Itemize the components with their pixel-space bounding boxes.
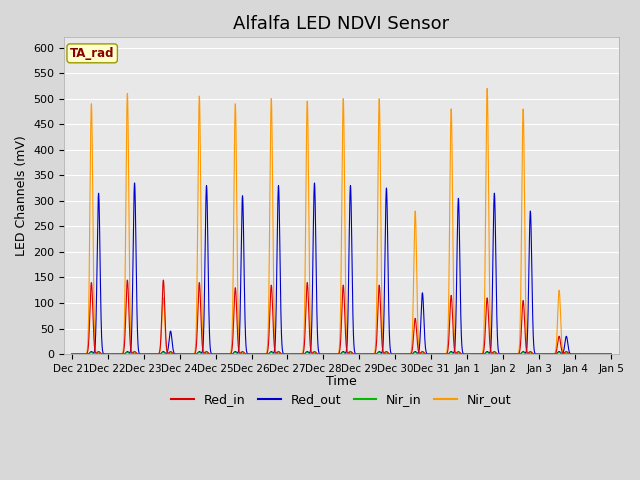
Red_out	[607, 351, 615, 357]
X-axis label: Time: Time	[326, 375, 357, 388]
Nir_in	[68, 351, 76, 357]
Nir_out	[607, 351, 615, 357]
Red_out	[95, 191, 102, 197]
Nir_out	[263, 348, 271, 354]
Red_out	[131, 180, 138, 186]
Red_in	[607, 351, 615, 357]
Nir_in	[263, 351, 271, 357]
Red_in	[159, 277, 167, 283]
Legend: Red_in, Red_out, Nir_in, Nir_out: Red_in, Red_out, Nir_in, Nir_out	[166, 388, 516, 411]
Line: Nir_in: Nir_in	[72, 353, 611, 354]
Nir_out	[497, 351, 504, 357]
Nir_out	[411, 225, 419, 231]
Nir_out	[387, 351, 395, 357]
Line: Red_in: Red_in	[72, 280, 611, 354]
Title: Alfalfa LED NDVI Sensor: Alfalfa LED NDVI Sensor	[234, 15, 449, 33]
Text: TA_rad: TA_rad	[70, 47, 115, 60]
Red_out	[468, 351, 476, 357]
Nir_in	[95, 350, 102, 356]
Nir_out	[468, 351, 476, 357]
Nir_in	[387, 351, 395, 357]
Red_out	[263, 351, 271, 357]
Line: Red_out: Red_out	[72, 183, 611, 354]
Red_in	[387, 351, 395, 357]
Red_in	[497, 351, 504, 357]
Nir_in	[607, 351, 615, 357]
Nir_in	[411, 350, 419, 356]
Red_in	[468, 351, 476, 357]
Red_in	[263, 350, 271, 356]
Red_in	[68, 351, 76, 357]
Nir_out	[95, 348, 102, 354]
Red_out	[411, 349, 419, 355]
Red_in	[411, 319, 419, 325]
Red_in	[95, 348, 102, 354]
Nir_out	[68, 351, 76, 357]
Nir_in	[468, 351, 476, 357]
Red_out	[497, 351, 504, 357]
Line: Nir_out: Nir_out	[72, 88, 611, 354]
Y-axis label: LED Channels (mV): LED Channels (mV)	[15, 135, 28, 256]
Nir_out	[483, 85, 491, 91]
Nir_in	[447, 350, 455, 356]
Red_out	[387, 350, 395, 356]
Red_out	[68, 351, 76, 357]
Nir_in	[497, 351, 504, 357]
